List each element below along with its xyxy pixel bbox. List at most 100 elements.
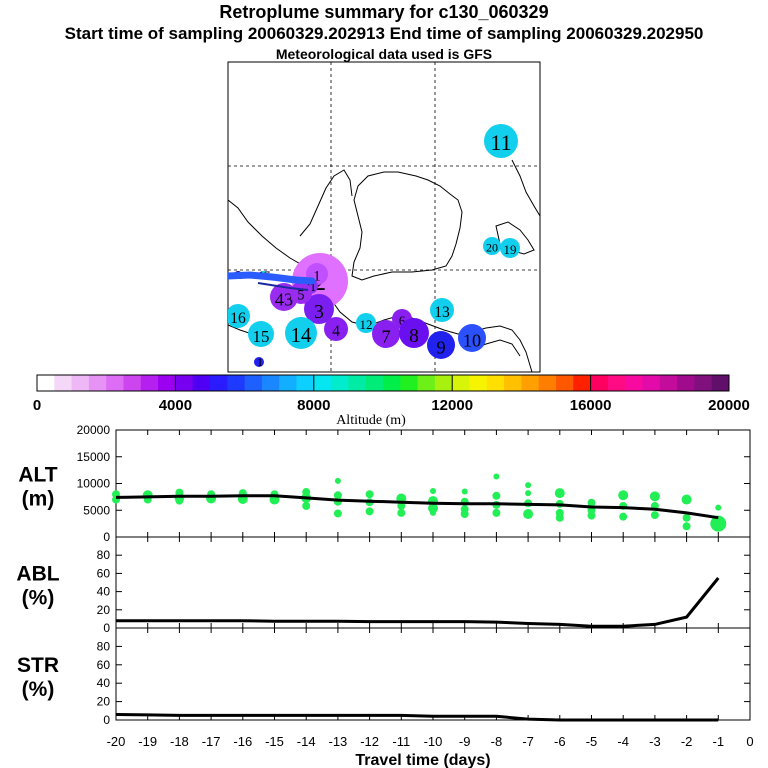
y-axis-label: (%) (22, 587, 55, 610)
y-axis-label: (%) (22, 678, 55, 701)
colorbar-swatch (538, 375, 557, 391)
y-axis-label: ALT (18, 464, 57, 487)
altitude-panel: 20000 15000 10000 5000 0 ALT(m) (18, 423, 751, 544)
colorbar-swatch (556, 375, 574, 391)
colorbar: 0 4000 8000 12000 16000 20000 Altitude (m) (33, 374, 750, 428)
y-tick-label: 5000 (83, 503, 110, 517)
altitude-point (397, 501, 406, 510)
colorbar-swatch (331, 375, 349, 391)
x-tick-label: -10 (424, 734, 443, 749)
cluster-marker (483, 237, 501, 255)
colorbar-label: Altitude (m) (336, 413, 406, 428)
cluster-label: 7 (381, 326, 390, 346)
x-tick-label: -4 (617, 734, 629, 749)
x-tick-label: -7 (522, 734, 534, 749)
cluster-label: 5 (297, 288, 304, 304)
colorbar-swatch (158, 375, 176, 391)
y-tick-label: 20 (97, 695, 111, 709)
map-cluster: 12 (356, 313, 376, 333)
altitude-point (492, 508, 501, 517)
altitude-point (461, 488, 468, 495)
colorbar-swatch (365, 375, 384, 391)
cluster-marker (290, 282, 312, 304)
x-tick-label: -3 (649, 734, 661, 749)
colorbar-swatch (504, 375, 522, 391)
colorbar-tick-label: 0 (33, 397, 41, 414)
cluster-label: 9 (436, 337, 445, 357)
altitude-point (554, 488, 565, 499)
x-axis-label: Travel time (days) (355, 752, 490, 768)
colorbar-swatch (573, 375, 592, 391)
colorbar-swatch (54, 375, 73, 391)
x-tick-label: -6 (554, 734, 566, 749)
altitude-point (681, 494, 692, 505)
y-tick-label: 80 (97, 639, 111, 653)
y-tick-label: 60 (97, 658, 111, 672)
colorbar-swatch (452, 375, 470, 391)
x-tick-label: -1 (713, 734, 725, 749)
y-axis-label: ABL (16, 563, 59, 586)
cluster-marker (254, 357, 264, 367)
colorbar-swatch (279, 375, 297, 391)
altitude-point (525, 490, 532, 497)
colorbar-tick-label: 20000 (708, 397, 750, 414)
colorbar-swatch (348, 375, 367, 391)
map-panel: 11201921213435417161514121367891021 (227, 61, 541, 373)
cluster-marker (372, 320, 400, 348)
colorbar-swatch (192, 375, 211, 391)
colorbar-swatch (106, 375, 124, 391)
x-tick-label: -8 (491, 734, 503, 749)
altitude-point (619, 512, 628, 521)
altitude-point (334, 477, 341, 484)
colorbar-swatch (123, 375, 142, 391)
map-cluster: 20 (483, 237, 501, 255)
median-altitude-line (115, 494, 719, 520)
x-tick-label: -18 (170, 734, 189, 749)
altitude-point (175, 496, 184, 505)
cluster-marker (484, 124, 518, 158)
y-tick-label: 15000 (77, 450, 111, 464)
x-tick-label: -20 (107, 734, 126, 749)
y-tick-label: 60 (97, 566, 111, 580)
cluster-label: 11 (490, 130, 511, 155)
cluster-marker (399, 318, 429, 348)
colorbar-swatch (71, 375, 90, 391)
colorbar-swatch (313, 375, 332, 391)
y-tick-label: 40 (97, 676, 111, 690)
y-tick-label: 20000 (77, 423, 111, 437)
cluster-label: 20 (486, 240, 498, 254)
cluster-marker (228, 304, 250, 328)
colorbar-swatch (383, 375, 401, 391)
altitude-point (525, 482, 532, 489)
altitude-point (523, 508, 534, 519)
colorbar-swatch (88, 375, 107, 391)
abl-panel: 80 60 40 20 0 ABL(%) (16, 536, 751, 635)
altitude-point (710, 515, 727, 532)
y-tick-label: 80 (97, 548, 111, 562)
map-cluster: 7 (372, 320, 400, 348)
altitude-point (715, 504, 722, 511)
altitude-point (428, 503, 438, 514)
x-tick-label: -14 (297, 734, 316, 749)
colorbar-swatch (175, 375, 194, 391)
y-tick-label: 0 (103, 530, 110, 544)
plume-track (228, 271, 316, 291)
altitude-point (587, 511, 596, 520)
altitude-point (650, 511, 659, 520)
map-cluster: 15 (248, 321, 274, 347)
colorbar-swatch (296, 375, 315, 391)
panel-frame (115, 627, 751, 721)
cluster-marker (458, 324, 486, 352)
altitude-point (302, 501, 311, 510)
x-tick-label: -12 (360, 734, 379, 749)
x-tick-label: -17 (202, 734, 221, 749)
cluster-label: 1 (313, 269, 320, 285)
cluster-marker (356, 313, 376, 333)
map-cluster: 14 (285, 317, 317, 349)
map-cluster: 10 (458, 324, 486, 352)
x-tick-label: -9 (459, 734, 471, 749)
x-tick-label: -5 (586, 734, 598, 749)
cluster-label: 12 (360, 317, 373, 332)
cluster-label: 4 (332, 323, 340, 340)
